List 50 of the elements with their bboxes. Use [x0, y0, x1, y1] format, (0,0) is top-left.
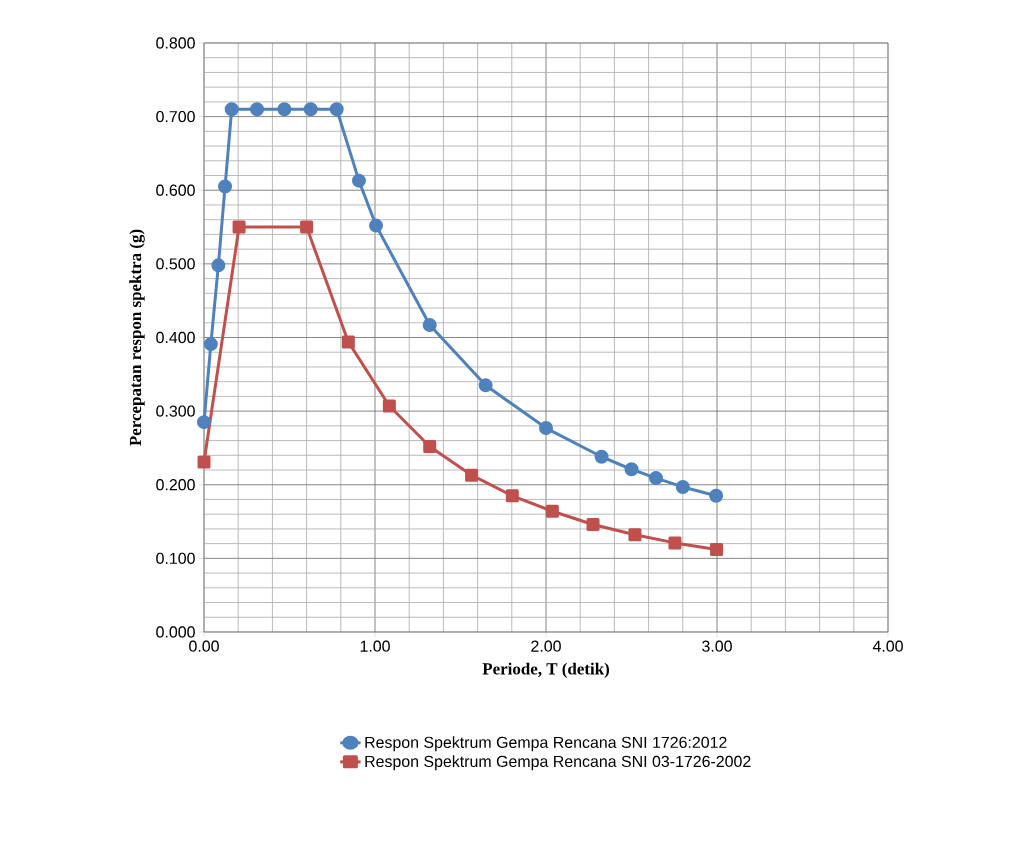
point [709, 488, 724, 503]
legend-label: Respon Spektrum Gempa Rencana SNI 1726:2012 [365, 736, 727, 752]
point [675, 479, 690, 494]
y-tick-label: 0.800 [156, 37, 195, 49]
point [539, 421, 554, 436]
point [423, 439, 437, 453]
x-axis-title: Periode, T (detik) [482, 662, 609, 678]
point [351, 173, 366, 188]
point [300, 220, 314, 234]
x-tick-label: 2.00 [531, 640, 561, 652]
point [197, 415, 212, 430]
legend-label: Respon Spektrum Gempa Rencana SNI 03-1726-2002 [365, 755, 751, 771]
point [224, 102, 239, 117]
point [478, 378, 493, 393]
point [710, 543, 723, 557]
point [586, 517, 600, 531]
x-tick-label: 1.00 [360, 640, 390, 652]
point [422, 317, 437, 332]
point [250, 102, 265, 117]
point [341, 335, 355, 349]
point [648, 471, 663, 486]
point [197, 455, 211, 469]
y-tick-label: 0.300 [156, 405, 195, 417]
point [505, 489, 519, 503]
point [624, 462, 639, 477]
point [277, 102, 292, 117]
point [369, 218, 384, 233]
y-tick-label: 0.500 [156, 258, 195, 270]
y-tick-label: 0.100 [156, 552, 195, 564]
y-tick-label: 0.200 [156, 479, 195, 491]
point [203, 337, 218, 352]
point [211, 258, 226, 273]
point [465, 468, 479, 482]
y-tick-label: 0.400 [156, 331, 195, 344]
x-tick-label: 3.00 [702, 640, 732, 652]
point [594, 449, 609, 464]
point [382, 399, 396, 413]
point [668, 536, 682, 550]
point [303, 102, 318, 117]
y-tick-label: 0.700 [156, 110, 195, 123]
point [218, 179, 233, 194]
y-axis-title: Percepatan respon spektra (g) [129, 229, 145, 446]
point [232, 220, 246, 234]
x-tick-label: 4.00 [872, 640, 903, 652]
y-tick-label: 0.000 [156, 626, 195, 638]
point [545, 504, 559, 518]
point [628, 528, 642, 542]
point [329, 102, 344, 117]
x-tick-label: 0.00 [189, 640, 219, 652]
y-tick-label: 0.600 [156, 184, 195, 196]
